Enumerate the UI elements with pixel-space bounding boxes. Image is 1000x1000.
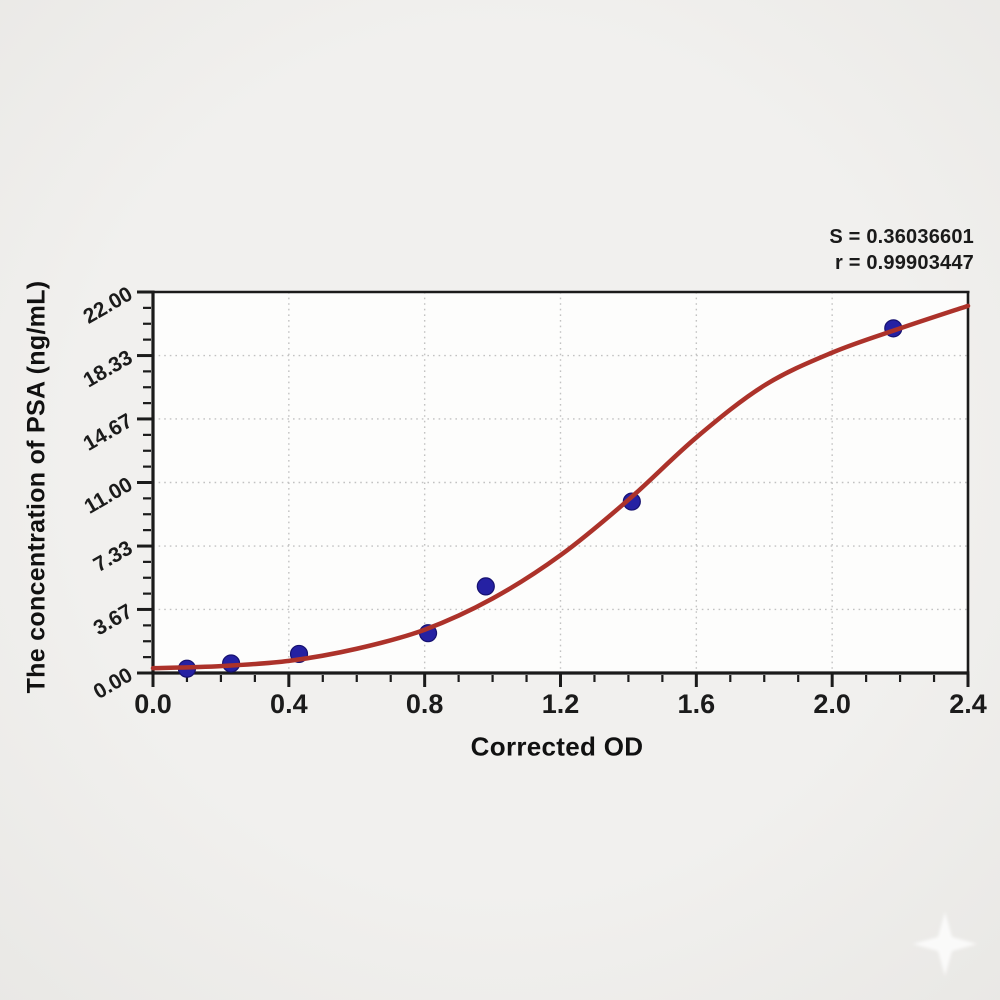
x-tick-label: 2.0 [813,689,851,719]
fit-stat-s: S = 0.36036601 [829,226,974,248]
x-tick-label: 0.0 [134,689,172,719]
fit-curve [150,303,971,671]
fit-stat-r: r = 0.99903447 [834,252,974,274]
x-tick-label: 1.2 [542,689,580,719]
fit-statistics: S = 0.36036601 r = 0.99903447 [829,224,974,276]
y-tick-label: 3.67 [90,600,137,640]
y-tick-label: 18.33 [79,346,136,392]
y-tick-label: 14.67 [79,409,136,455]
y-tick-label: 11.00 [80,473,136,519]
y-tick-label: 7.33 [90,536,137,576]
x-tick-label: 2.4 [949,689,987,719]
data-point [476,577,495,596]
y-tick-label: 0.00 [90,663,137,703]
y-tick-label: 22.00 [79,282,136,328]
y-axis-title: The concentration of PSA (ng/mL) [22,280,51,694]
x-tick-label: 0.8 [406,689,444,719]
x-tick-label: 1.6 [678,689,716,719]
sparkle-watermark-icon [913,912,977,976]
x-axis-title: Corrected OD [470,731,644,762]
x-tick-label: 0.4 [270,689,308,719]
